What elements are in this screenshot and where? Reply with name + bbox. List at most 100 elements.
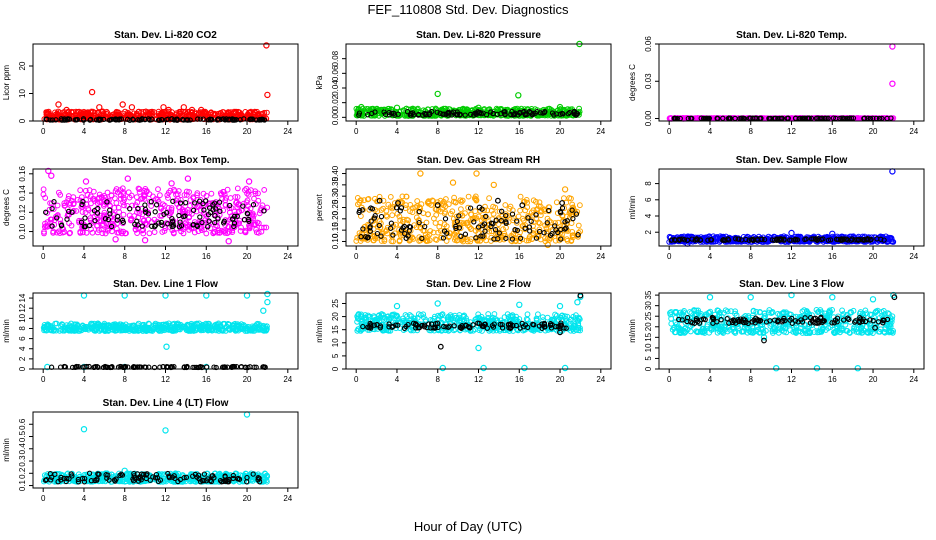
sample-point [200,203,207,210]
sample-point [490,211,497,217]
sample-point [125,189,132,196]
x-tick-label: 20 [243,375,252,384]
hourly-point [509,211,516,217]
sample-point [50,228,57,235]
hourly-point [434,109,440,115]
outlier-point [48,172,55,179]
sample-point [81,108,87,115]
hourly-point [169,215,175,222]
sample-point [568,195,574,202]
sample-point [252,190,259,197]
sample-point [198,227,205,234]
x-tick-label: 20 [869,252,878,261]
sample-point [167,210,173,217]
sample-point [523,237,530,244]
outlier-point [63,106,70,114]
sample-point [465,193,472,200]
hourly-point [225,117,231,123]
outlier-point [168,180,175,187]
sample-point [175,188,182,194]
sample-point [155,186,161,193]
sample-point [524,204,531,211]
sample-point [405,217,412,224]
sample-point [208,190,215,197]
sample-point [513,220,520,226]
hourly-point [170,221,176,227]
hourly-point [499,208,505,214]
sample-point [259,202,266,209]
y-tick-label: 0.03 [644,73,653,89]
hourly-point [212,219,218,226]
hourly-point [213,206,219,212]
hourly-point [888,115,894,121]
hourly-point [475,224,482,230]
x-tick-label: 8 [123,375,128,384]
y-tick-label: 20 [18,61,27,70]
sample-point [452,199,459,206]
outlier-point [393,104,401,112]
panel-3: Stan. Dev. Li-820 Temp.degrees C0 4 8 12 16 2… [628,30,925,136]
hourly-point [402,231,408,237]
y-tick-label: 0.35 [331,177,340,193]
y-tick-label: 14 [18,293,27,302]
sample-point [245,203,252,210]
sample-point [174,201,181,207]
sample-point [429,106,436,112]
sample-point [135,185,142,192]
outlier-point [889,80,896,87]
sample-point [569,201,576,208]
hourly-point [69,209,75,215]
sample-point [509,207,516,214]
sample-point [577,202,583,209]
panel-ylabel: ml/min [2,319,11,343]
sample-point [415,109,422,115]
hourly-point [376,222,382,229]
hourly-point [498,218,504,224]
hourly-point [480,233,486,239]
x-tick-label: 8 [436,252,441,261]
x-tick-label: 0 [41,375,46,384]
y-tick-label: 0.00 [331,109,340,125]
x-tick-label: 24 [596,252,605,261]
hourly-point [49,205,55,212]
hourly-point [182,213,188,219]
hourly-point [544,220,550,226]
sample-point [203,193,210,199]
panel-ylabel: percent [315,193,324,220]
hourly-point [754,115,760,121]
hourly-point [483,213,489,220]
sample-point [198,207,204,214]
hourly-point [440,111,446,117]
x-tick-label: 12 [161,252,170,261]
sample-point [89,229,96,236]
sample-point [65,108,72,115]
hourly-point [360,226,366,232]
sample-point [165,189,172,196]
sample-point [184,223,191,230]
outlier-point [264,298,271,306]
sample-point [365,196,372,202]
sample-point [520,217,527,224]
hourly-point [870,115,876,121]
hourly-point [419,235,425,242]
hourly-point [386,109,392,116]
hourly-point [95,205,101,212]
sample-point [183,188,190,195]
sample-point [221,191,228,198]
hourly-point [185,117,191,123]
x-tick-label: 12 [161,127,170,136]
y-tick-label: 0 [18,366,27,371]
hourly-point [403,235,409,241]
plot-frame [658,43,925,122]
hourly-point [161,211,167,217]
sample-point [253,229,260,236]
hourly-point [449,112,455,118]
hourly-point [365,112,371,118]
sample-point [117,195,124,202]
hourly-point [104,199,110,205]
hourly-point [416,219,422,226]
hourly-point [565,111,571,117]
hourly-point [371,215,378,221]
hourly-point [369,206,376,212]
panel-ylabel: ml/min [628,196,637,220]
